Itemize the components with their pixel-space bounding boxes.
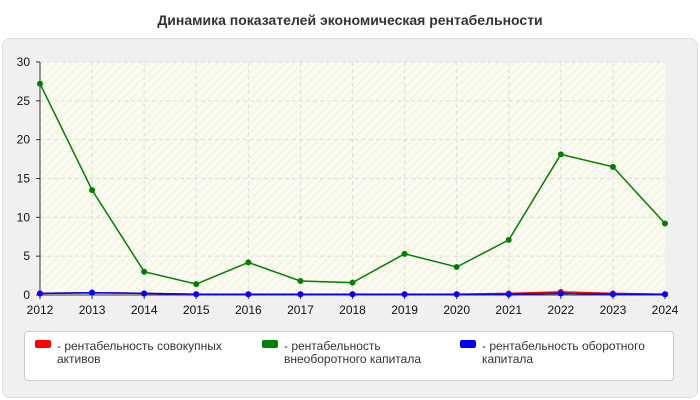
x-tick-label: 2016	[235, 303, 262, 317]
chart-title: Динамика показателей экономическая рента…	[157, 12, 543, 28]
x-tick-label: 2014	[131, 303, 158, 317]
data-point	[453, 264, 460, 271]
x-tick-label: 2023	[600, 303, 627, 317]
x-tick-label: 2019	[391, 303, 418, 317]
data-point	[245, 259, 252, 266]
x-tick-label: 2020	[443, 303, 470, 317]
legend-swatch-green	[262, 340, 278, 348]
data-point	[349, 291, 356, 298]
x-tick-label: 2017	[287, 303, 314, 317]
data-point	[193, 291, 200, 298]
data-point	[349, 279, 356, 286]
y-tick-label: 20	[17, 133, 31, 147]
data-point	[89, 289, 96, 296]
data-point	[89, 187, 96, 194]
y-tick-label: 30	[17, 55, 31, 69]
x-tick-label: 2015	[183, 303, 210, 317]
x-tick-label: 2021	[495, 303, 522, 317]
data-point	[609, 291, 616, 298]
legend-label-line1: - рентабельность совокупных	[57, 339, 222, 353]
data-point	[401, 250, 408, 257]
data-point	[662, 291, 668, 298]
data-point	[401, 291, 408, 298]
data-point	[557, 290, 564, 297]
data-point	[245, 291, 252, 298]
data-point	[141, 268, 148, 275]
legend-swatch-blue	[460, 340, 476, 348]
x-tick-label: 2013	[79, 303, 106, 317]
legend-label-line2: капитала	[482, 352, 534, 366]
x-tick-label: 2024	[652, 303, 679, 317]
x-tick-label: 2022	[547, 303, 574, 317]
series-group	[37, 80, 668, 298]
data-point	[297, 278, 304, 285]
y-tick-label: 5	[23, 249, 30, 263]
y-tick-label: 0	[23, 288, 30, 302]
data-point	[37, 80, 43, 87]
legend-label-line1: - рентабельность оборотного	[482, 339, 645, 353]
legend-label-line2: активов	[57, 352, 101, 366]
data-point	[505, 291, 512, 298]
data-point	[609, 163, 616, 170]
legend-label-line1: - рентабельность	[284, 339, 381, 353]
y-tick-label: 15	[17, 172, 31, 186]
legend: - рентабельность совокупных активов - ре…	[24, 331, 674, 381]
legend-label-line2: внеоборотного капитала	[284, 352, 421, 366]
y-tick-label: 25	[17, 94, 31, 108]
data-point	[297, 291, 304, 298]
data-point	[37, 290, 43, 297]
data-point	[193, 281, 200, 288]
data-point	[453, 291, 460, 298]
data-point	[505, 236, 512, 243]
x-tick-label: 2018	[339, 303, 366, 317]
data-point	[141, 290, 148, 297]
legend-swatch-red	[35, 340, 51, 348]
data-point	[557, 151, 564, 158]
data-point	[662, 220, 668, 227]
x-tick-label: 2012	[27, 303, 54, 317]
y-tick-label: 10	[17, 210, 31, 224]
tick-labels: 0 5 10 15 20 25 30 2012 2013 2014 2015 2016 2017 2018…	[17, 55, 679, 317]
grid	[40, 61, 665, 295]
